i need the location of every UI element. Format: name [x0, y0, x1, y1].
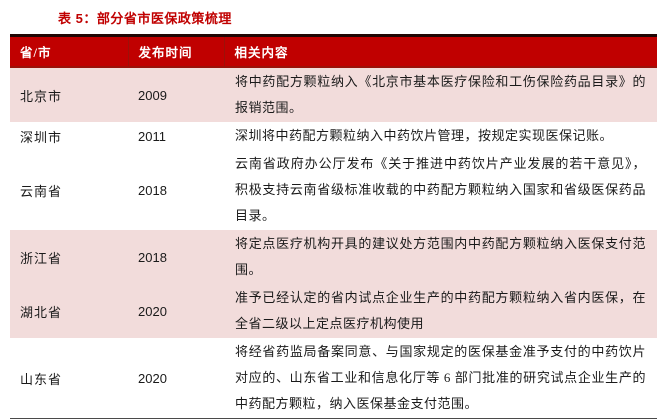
region-cell: 山东省: [10, 338, 128, 419]
year-cell: 2020: [128, 284, 224, 338]
table-row: 深圳市 2011 深圳将中药配方颗粒纳入中药饮片管理，按规定实现医保记账。: [10, 122, 657, 150]
header-cell-year: 发布时间: [127, 34, 224, 68]
table-row: 湖北省 2020 准予已经认定的省内试点企业生产的中药配方颗粒纳入省内医保，在全省二…: [10, 284, 657, 338]
content-cell: 准予已经认定的省内试点企业生产的中药配方颗粒纳入省内医保，在全省二级以上定点医疗…: [224, 284, 657, 338]
region-cell: 湖北省: [10, 284, 128, 338]
year-cell: 2018: [128, 230, 224, 284]
region-cell: 深圳市: [10, 122, 128, 150]
header-cell-region: 省/市: [10, 34, 128, 68]
content-cell: 将中药配方颗粒纳入《北京市基本医疗保险和工伤保险药品目录》的报销范围。: [224, 67, 657, 122]
table-title: 表 5：部分省市医保政策梳理: [58, 11, 232, 26]
header-cell-content: 相关内容: [223, 34, 657, 68]
policy-table: 省/市 发布时间 相关内容 北京市 2009 将中药配方颗粒纳入《北京市基本医疗保险…: [10, 34, 657, 419]
year-cell: 2020: [128, 338, 224, 419]
year-cell: 2011: [128, 122, 224, 150]
region-cell: 北京市: [10, 67, 128, 122]
content-cell: 将定点医疗机构开具的建议处方范围内中药配方颗粒纳入医保支付范围。: [224, 230, 657, 284]
table-row: 云南省 2018 云南省政府办公厅发布《关于推进中药饮片产业发展的若干意见》，积极支…: [10, 150, 657, 230]
year-cell: 2009: [128, 67, 224, 122]
region-cell: 浙江省: [10, 230, 128, 284]
year-cell: 2018: [128, 150, 224, 230]
table-row: 浙江省 2018 将定点医疗机构开具的建议处方范围内中药配方颗粒纳入医保支付范围。: [10, 230, 657, 284]
table-row: 北京市 2009 将中药配方颗粒纳入《北京市基本医疗保险和工伤保险药品目录》的报销范…: [10, 67, 657, 122]
table-row: 山东省 2020 将经省药监局备案同意、与国家规定的医保基金准予支付的中药饮片对应的…: [10, 338, 657, 419]
table-body: 北京市 2009 将中药配方颗粒纳入《北京市基本医疗保险和工伤保险药品目录》的报销范…: [10, 67, 657, 419]
content-cell: 深圳将中药配方颗粒纳入中药饮片管理，按规定实现医保记账。: [224, 122, 657, 150]
content-cell: 将经省药监局备案同意、与国家规定的医保基金准予支付的中药饮片对应的、山东省工业和…: [224, 338, 657, 419]
region-cell: 云南省: [10, 150, 128, 230]
header-row: 省/市 发布时间 相关内容: [10, 34, 657, 68]
content-cell: 云南省政府办公厅发布《关于推进中药饮片产业发展的若干意见》，积极支持云南省级标准…: [224, 150, 657, 230]
